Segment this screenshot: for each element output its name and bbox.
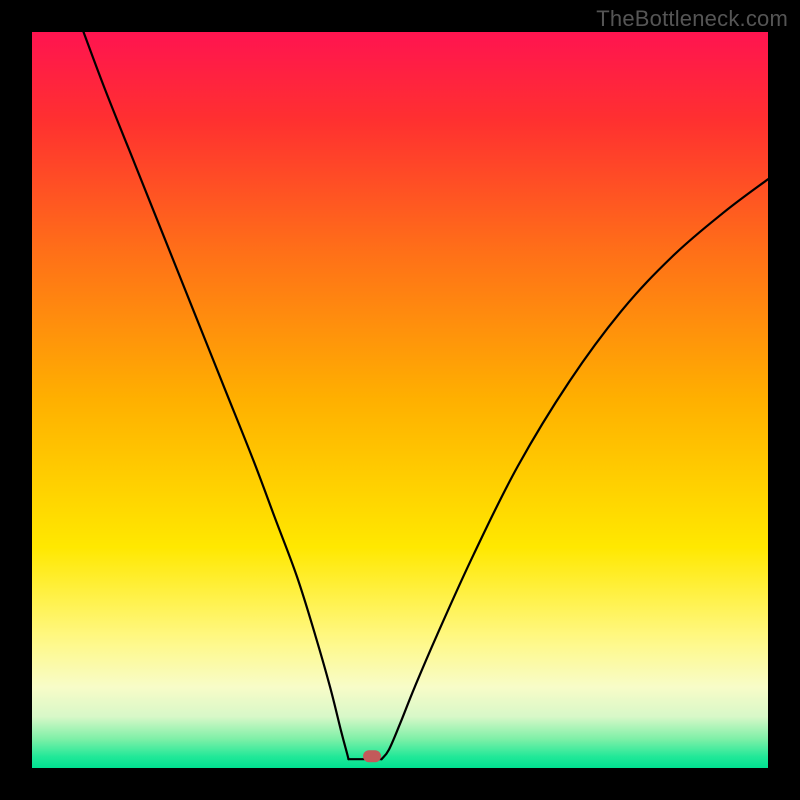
optimum-marker (363, 750, 381, 762)
plot-svg (32, 32, 768, 768)
gradient-background (32, 32, 768, 768)
marker-layer (363, 750, 381, 762)
watermark-text: TheBottleneck.com (596, 6, 788, 32)
bottleneck-plot (32, 32, 768, 768)
